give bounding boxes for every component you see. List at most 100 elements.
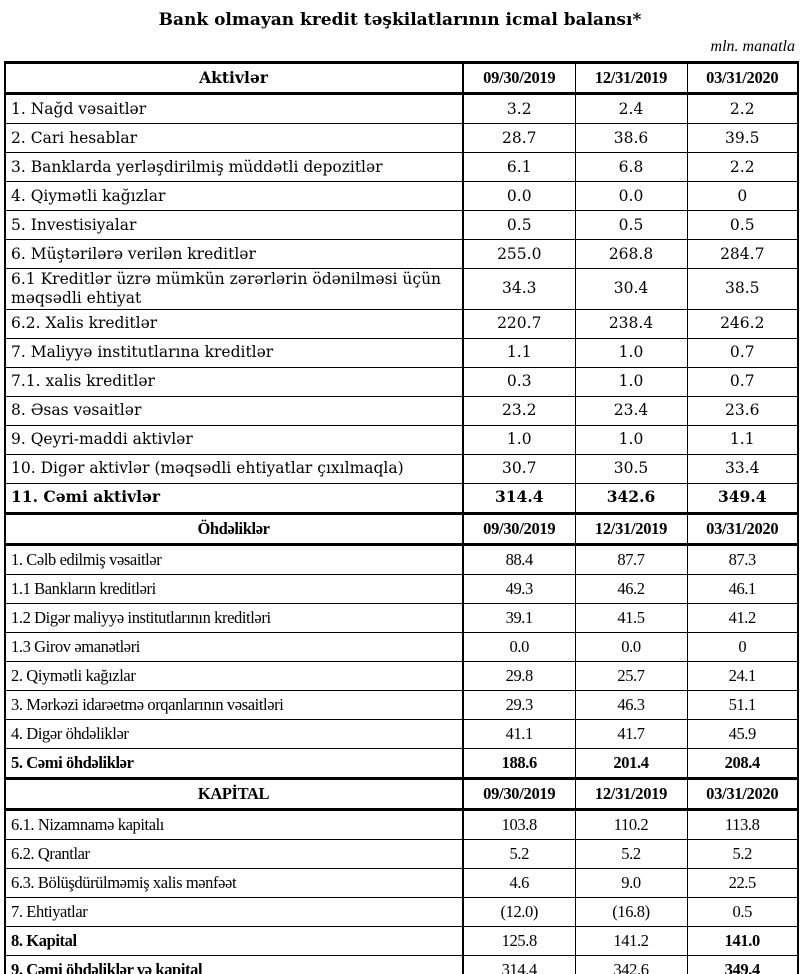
value-cell: 268.8	[574, 239, 688, 269]
section-title: KAPİTAL	[4, 776, 464, 811]
row-label: 11. Cəmi aktivlər	[4, 482, 464, 514]
value-cell: 41.7	[574, 718, 688, 749]
section-aktivler: Aktivlər 09/30/2019 12/31/2019 03/31/2020 1.…	[4, 61, 799, 514]
row-label: 9. Cəmi öhdəliklər və kapital	[4, 954, 464, 974]
column-header-cell: 12/31/2019	[574, 776, 688, 811]
value-cell: 46.2	[574, 573, 688, 604]
value-cell: 349.4	[686, 482, 799, 514]
row-label: 5. Investisiyalar	[4, 210, 464, 240]
value-cell: 342.6	[574, 482, 688, 514]
value-cell: 0.0	[462, 181, 576, 211]
row-label: 3. Banklarda yerləşdirilmiş müddətli dep…	[4, 152, 464, 182]
value-cell: 113.8	[686, 808, 799, 840]
value-cell: 2.4	[574, 93, 688, 124]
row-label: 7. Maliyyə institutlarına kreditlər	[4, 337, 464, 368]
value-cell: 0	[686, 181, 799, 211]
value-cell: 103.8	[462, 808, 576, 840]
table-row: 7.1. xalis kreditlər 0.3 1.0 0.7	[4, 366, 799, 397]
row-label: 8. Əsas vəsaitlər	[4, 395, 464, 426]
value-cell: 1.1	[462, 337, 576, 368]
value-cell: 1.0	[574, 366, 688, 397]
value-cell: 45.9	[686, 718, 799, 749]
table-row: 1.2 Digər maliyyə institutlarının kredit…	[4, 602, 799, 633]
table-row: 4. Qiymətli kağızlar 0.0 0.0 0	[4, 181, 799, 211]
table-row: 2. Qiymətli kağızlar 29.8 25.7 24.1	[4, 660, 799, 691]
row-label: 4. Qiymətli kağızlar	[4, 181, 464, 211]
table-row: 6.2. Xalis kreditlər 220.7 238.4 246.2	[4, 308, 799, 339]
value-cell: 87.7	[574, 543, 688, 575]
value-cell: 0.3	[462, 366, 576, 397]
section-ohdelikler: Öhdəliklər 09/30/2019 12/31/2019 03/31/2020…	[4, 511, 799, 779]
value-cell: (16.8)	[574, 896, 688, 927]
section-kapital: KAPİTAL 09/30/2019 12/31/2019 03/31/2020 6.1…	[4, 776, 799, 974]
column-header-cell: 09/30/2019	[462, 511, 576, 546]
value-cell: 0	[686, 631, 799, 662]
table-row: 1.3 Girov əmanətləri 0.0 0.0 0	[4, 631, 799, 662]
value-cell: 110.2	[574, 808, 688, 840]
value-cell: 3.2	[462, 93, 576, 124]
column-header-cell: 03/31/2020	[686, 511, 799, 546]
table-row: 6.2. Qrantlar 5.2 5.2 5.2	[4, 838, 799, 869]
column-header-cell: 12/31/2019	[574, 61, 688, 95]
table-row: 7. Maliyyə institutlarına kreditlər 1.1 1.…	[4, 337, 799, 368]
row-label: 6.3. Bölüşdürülməmiş xalis mənfəət	[4, 867, 464, 898]
row-label: 1. Cəlb edilmiş vəsaitlər	[4, 543, 464, 575]
value-cell: 9.0	[574, 867, 688, 898]
value-cell: 41.5	[574, 602, 688, 633]
value-cell: 220.7	[462, 308, 576, 339]
value-cell: 238.4	[574, 308, 688, 339]
value-cell: (12.0)	[462, 896, 576, 927]
row-label: 6.1. Nizamnamə kapitalı	[4, 808, 464, 840]
value-cell: 41.2	[686, 602, 799, 633]
row-label: 1.1 Bankların kreditləri	[4, 573, 464, 604]
column-header-cell: 12/31/2019	[574, 511, 688, 546]
table-row: 8. Kapital 125.8 141.2 141.0	[4, 925, 799, 956]
value-cell: 5.2	[462, 838, 576, 869]
value-cell: 49.3	[462, 573, 576, 604]
section-header-row: Öhdəliklər 09/30/2019 12/31/2019 03/31/2020	[4, 511, 799, 546]
section-header-row: Aktivlər 09/30/2019 12/31/2019 03/31/2020	[4, 61, 799, 95]
value-cell: 23.4	[574, 395, 688, 426]
value-cell: 4.6	[462, 867, 576, 898]
value-cell: 46.3	[574, 689, 688, 720]
row-label: 5. Cəmi öhdəliklər	[4, 747, 464, 779]
value-cell: 125.8	[462, 925, 576, 956]
table-row: 6.1. Nizamnamə kapitalı 103.8 110.2 113.8	[4, 808, 799, 840]
value-cell: 30.7	[462, 453, 576, 484]
row-label: 4. Digər öhdəliklər	[4, 718, 464, 749]
value-cell: 1.0	[574, 424, 688, 455]
table-row: 7. Ehtiyatlar (12.0) (16.8) 0.5	[4, 896, 799, 927]
row-label: 9. Qeyri-maddi aktivlər	[4, 424, 464, 455]
value-cell: 6.1	[462, 152, 576, 182]
page-title: Bank olmayan kredit təşkilatlarının icma…	[158, 10, 642, 30]
value-cell: 0.0	[574, 181, 688, 211]
value-cell: 188.6	[462, 747, 576, 779]
value-cell: 6.8	[574, 152, 688, 182]
row-label: 1.3 Girov əmanətləri	[4, 631, 464, 662]
value-cell: 246.2	[686, 308, 799, 339]
value-cell: 46.1	[686, 573, 799, 604]
value-cell: 5.2	[574, 838, 688, 869]
value-cell: 23.6	[686, 395, 799, 426]
value-cell: 0.5	[686, 896, 799, 927]
value-cell: 29.8	[462, 660, 576, 691]
value-cell: 0.7	[686, 366, 799, 397]
table-row: 5. Investisiyalar 0.5 0.5 0.5	[4, 210, 799, 240]
table-row: 4. Digər öhdəliklər 41.1 41.7 45.9	[4, 718, 799, 749]
value-cell: 314.4	[462, 482, 576, 514]
value-cell: 1.0	[462, 424, 576, 455]
value-cell: 255.0	[462, 239, 576, 269]
row-label: 6.1 Kreditlər üzrə mümkün zərərlərin ödə…	[4, 268, 464, 310]
value-cell: 0.5	[686, 210, 799, 240]
row-label: 6.2. Qrantlar	[4, 838, 464, 869]
row-label: 3. Mərkəzi idarəetmə orqanlarının vəsait…	[4, 689, 464, 720]
table-row: 9. Qeyri-maddi aktivlər 1.0 1.0 1.1	[4, 424, 799, 455]
unit-note: mln. manatla	[710, 38, 795, 55]
value-cell: 30.4	[574, 268, 688, 310]
row-label: 7.1. xalis kreditlər	[4, 366, 464, 397]
value-cell: 39.5	[686, 123, 799, 153]
column-header-cell: 03/31/2020	[686, 61, 799, 95]
value-cell: 23.2	[462, 395, 576, 426]
value-cell: 33.4	[686, 453, 799, 484]
